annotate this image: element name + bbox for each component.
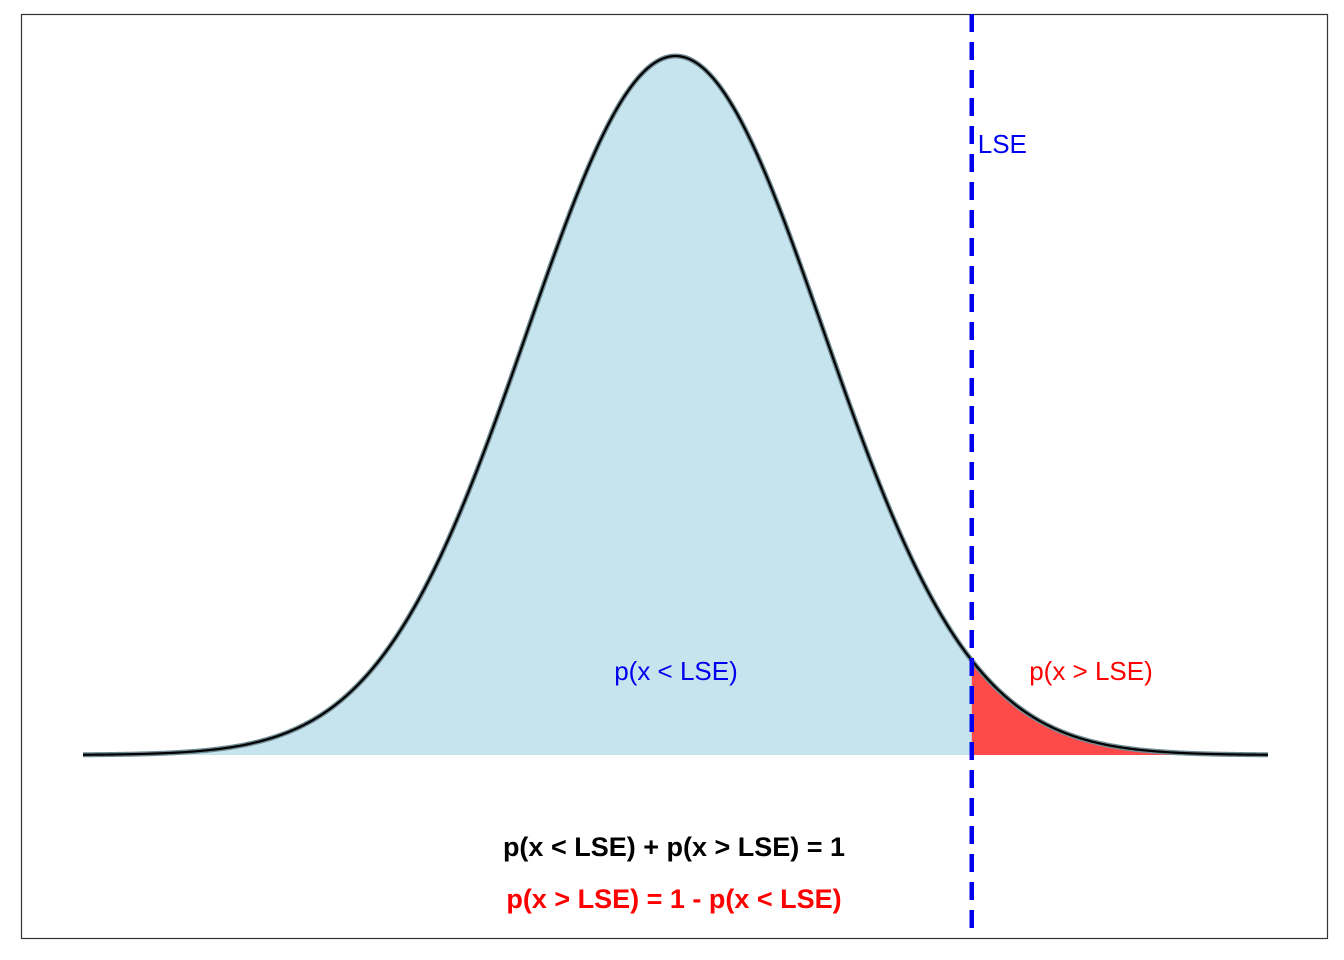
density-curve [82,54,1269,756]
lse-label: LSE [978,129,1027,159]
region-above-label: p(x > LSE) [1029,656,1153,686]
complement-equation-annotation: p(x > LSE) = 1 - p(x < LSE) [506,884,841,914]
region-above-lse [971,660,1268,755]
plot-frame [20,13,1329,940]
sum-equation-annotation: p(x < LSE) + p(x > LSE) = 1 [503,832,845,862]
region-below-lse [83,56,972,755]
region-below-label: p(x < LSE) [614,656,738,686]
